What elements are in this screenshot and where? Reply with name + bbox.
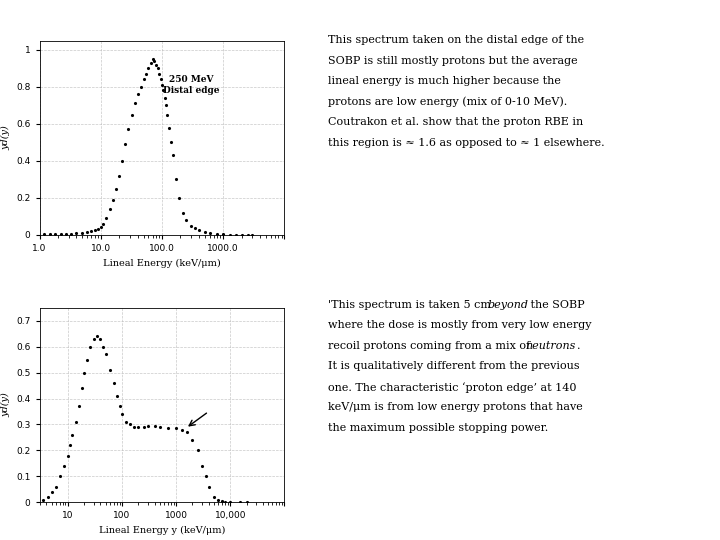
Text: Coutrakon et al. show that the proton RBE in: Coutrakon et al. show that the proton RB… xyxy=(328,117,583,127)
Text: It is qualitatively different from the previous: It is qualitatively different from the p… xyxy=(328,361,579,372)
Y-axis label: yd(y): yd(y) xyxy=(1,125,11,150)
Y-axis label: yd(y): yd(y) xyxy=(1,393,11,417)
X-axis label: Lineal Energy (keV/μm): Lineal Energy (keV/μm) xyxy=(103,259,221,268)
Text: lineal energy is much higher because the: lineal energy is much higher because the xyxy=(328,76,560,86)
Text: one. The characteristic ‘proton edge’ at 140: one. The characteristic ‘proton edge’ at… xyxy=(328,382,576,393)
Text: 250 MeV
Distal edge: 250 MeV Distal edge xyxy=(163,76,220,95)
Text: the SOBP: the SOBP xyxy=(520,300,585,310)
Text: .: . xyxy=(570,341,580,351)
Text: protons are low energy (mix of 0-10 MeV).: protons are low energy (mix of 0-10 MeV)… xyxy=(328,97,567,107)
Text: neutrons: neutrons xyxy=(526,341,576,351)
Text: keV/μm is from low energy protons that have: keV/μm is from low energy protons that h… xyxy=(328,402,582,413)
Text: where the dose is mostly from very low energy: where the dose is mostly from very low e… xyxy=(328,320,591,330)
Text: recoil protons coming from a mix of: recoil protons coming from a mix of xyxy=(328,341,534,351)
Text: SOBP is still mostly protons but the average: SOBP is still mostly protons but the ave… xyxy=(328,56,577,66)
Text: This spectrum taken on the distal edge of the: This spectrum taken on the distal edge o… xyxy=(328,35,584,45)
X-axis label: Lineal Energy y (keV/μm): Lineal Energy y (keV/μm) xyxy=(99,526,225,535)
Text: the maximum possible stopping power.: the maximum possible stopping power. xyxy=(328,423,548,433)
Text: 'This spectrum is taken 5 cm: 'This spectrum is taken 5 cm xyxy=(328,300,494,310)
Text: this region is ≈ 1.6 as opposed to ≈ 1 elsewhere.: this region is ≈ 1.6 as opposed to ≈ 1 e… xyxy=(328,138,604,148)
Text: beyond: beyond xyxy=(487,300,528,310)
